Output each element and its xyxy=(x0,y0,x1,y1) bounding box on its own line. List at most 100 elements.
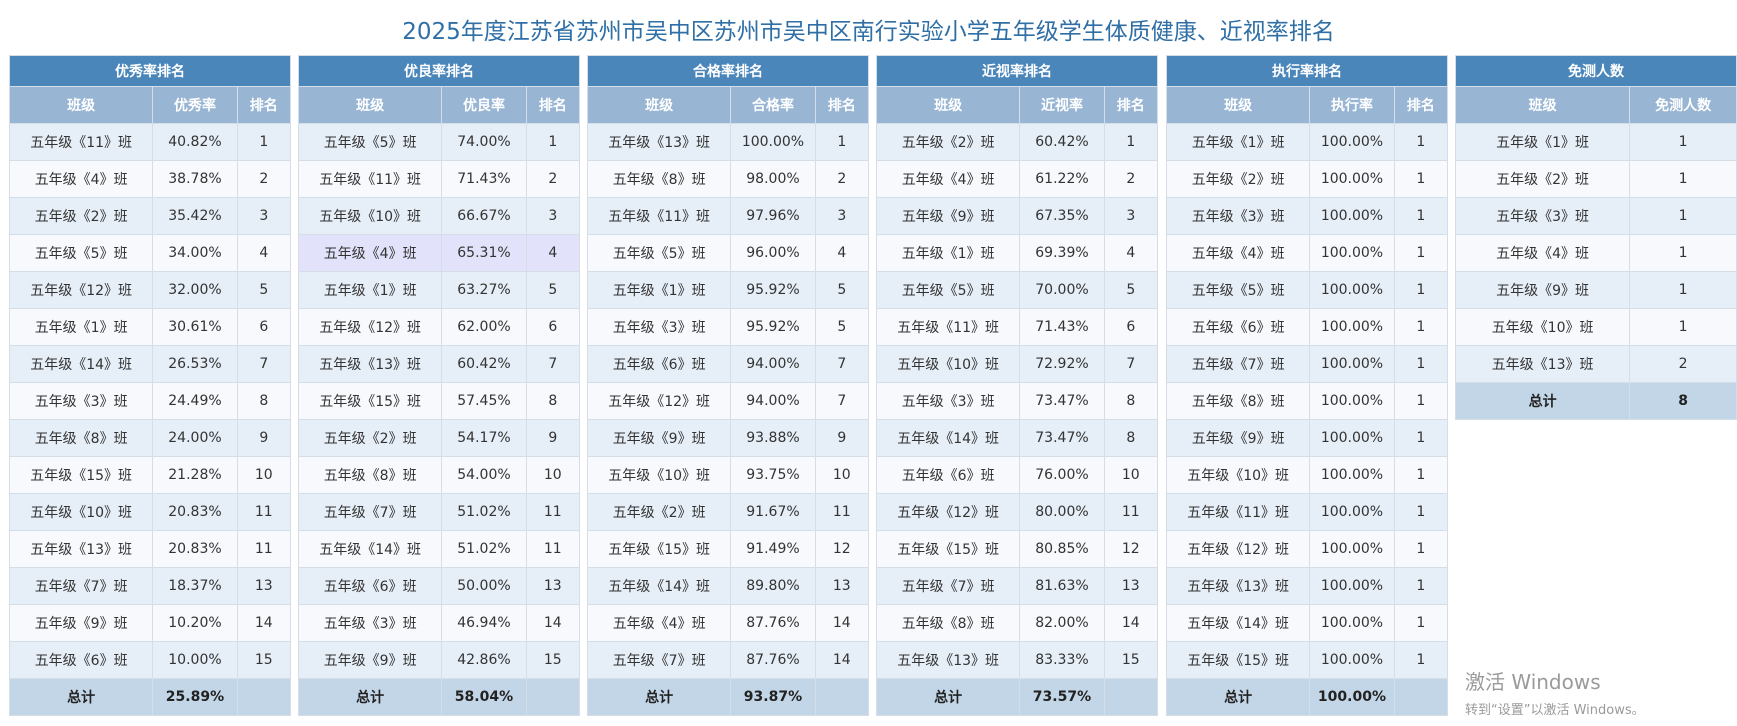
data-row: 五年级《2》班 60.42% 1 xyxy=(875,123,1159,161)
data-row: 五年级《3》班 100.00% 1 xyxy=(1165,197,1449,235)
data-row: 五年级《9》班 67.35% 3 xyxy=(875,197,1159,235)
cell: 五年级《15》班 xyxy=(1165,641,1311,679)
data-row: 五年级《15》班 57.45% 8 xyxy=(297,382,581,420)
cell: 五年级《4》班 xyxy=(1454,234,1631,272)
ranking-table: 合格率排名 班级 合格率 排名 五年级《13》班 100.00% 1 五年级《8》班 98.00… xyxy=(586,55,870,716)
cell: 1 xyxy=(1393,382,1449,420)
total-row: 总计 100.00% xyxy=(1165,678,1449,716)
cell: 32.00% xyxy=(152,271,238,309)
cell: 1 xyxy=(236,123,292,161)
cell: 1 xyxy=(814,123,870,161)
data-row: 五年级《8》班 82.00% 14 xyxy=(875,604,1159,642)
title-row: 执行率排名 xyxy=(1166,55,1448,87)
cell: 1 xyxy=(1103,123,1159,161)
data-row: 五年级《3》班 73.47% 8 xyxy=(875,382,1159,420)
cell: 11 xyxy=(1103,493,1159,531)
data-row: 五年级《13》班 100.00% 1 xyxy=(1165,567,1449,605)
cell: 54.00% xyxy=(441,456,527,494)
cell: 2 xyxy=(814,160,870,198)
data-row: 五年级《8》班 98.00% 2 xyxy=(586,160,870,198)
data-row: 五年级《11》班 97.96% 3 xyxy=(586,197,870,235)
cell: 15 xyxy=(525,641,581,679)
cell: 五年级《3》班 xyxy=(586,308,732,346)
data-row: 五年级《3》班 95.92% 5 xyxy=(586,308,870,346)
data-row: 五年级《1》班 63.27% 5 xyxy=(297,271,581,309)
cell: 五年级《8》班 xyxy=(1165,382,1311,420)
cell: 五年级《15》班 xyxy=(8,456,154,494)
data-row: 五年级《13》班 60.42% 7 xyxy=(297,345,581,383)
column-header: 班级 xyxy=(586,86,732,124)
title-row: 近视率排名 xyxy=(876,55,1158,87)
cell: 3 xyxy=(1103,197,1159,235)
cell: 五年级《9》班 xyxy=(586,419,732,457)
cell: 51.02% xyxy=(441,493,527,531)
data-row: 五年级《2》班 91.67% 11 xyxy=(586,493,870,531)
total-row: 总计 93.87% xyxy=(586,678,870,716)
cell: 8 xyxy=(1103,382,1159,420)
cell: 1 xyxy=(1629,160,1737,198)
total-row: 总计 25.89% xyxy=(8,678,292,716)
cell: 五年级《3》班 xyxy=(8,382,154,420)
cell: 五年级《2》班 xyxy=(297,419,443,457)
cell: 80.85% xyxy=(1019,530,1105,568)
data-row: 五年级《11》班 100.00% 1 xyxy=(1165,493,1449,531)
cell: 38.78% xyxy=(152,160,238,198)
cell: 10 xyxy=(236,456,292,494)
data-row: 五年级《13》班 2 xyxy=(1454,345,1737,383)
total-cell: 73.57% xyxy=(1019,678,1105,716)
cell: 9 xyxy=(814,419,870,457)
cell: 46.94% xyxy=(441,604,527,642)
column-header: 班级 xyxy=(8,86,154,124)
cell: 14 xyxy=(814,641,870,679)
cell: 五年级《1》班 xyxy=(1454,123,1631,161)
cell: 1 xyxy=(1393,271,1449,309)
cell: 13 xyxy=(525,567,581,605)
cell: 五年级《9》班 xyxy=(1165,419,1311,457)
cell: 4 xyxy=(236,234,292,272)
cell: 100.00% xyxy=(1309,604,1395,642)
cell: 五年级《2》班 xyxy=(1454,160,1631,198)
cell: 五年级《4》班 xyxy=(586,604,732,642)
table-title: 执行率排名 xyxy=(1166,55,1448,87)
cell: 60.42% xyxy=(1019,123,1105,161)
data-row: 五年级《12》班 32.00% 5 xyxy=(8,271,292,309)
cell: 93.88% xyxy=(730,419,816,457)
cell: 14 xyxy=(525,604,581,642)
cell: 1 xyxy=(1393,567,1449,605)
column-header: 优良率 xyxy=(441,86,527,124)
cell: 1 xyxy=(1393,123,1449,161)
cell: 3 xyxy=(525,197,581,235)
data-row: 五年级《8》班 100.00% 1 xyxy=(1165,382,1449,420)
data-row: 五年级《1》班 30.61% 6 xyxy=(8,308,292,346)
total-cell: 58.04% xyxy=(441,678,527,716)
cell: 五年级《11》班 xyxy=(875,308,1021,346)
data-row: 五年级《1》班 100.00% 1 xyxy=(1165,123,1449,161)
cell: 五年级《2》班 xyxy=(8,197,154,235)
cell: 五年级《6》班 xyxy=(8,641,154,679)
data-row: 五年级《9》班 42.86% 15 xyxy=(297,641,581,679)
cell: 五年级《2》班 xyxy=(1165,160,1311,198)
cell: 24.49% xyxy=(152,382,238,420)
cell: 30.61% xyxy=(152,308,238,346)
cell: 1 xyxy=(1393,234,1449,272)
data-row: 五年级《2》班 1 xyxy=(1454,160,1737,198)
cell: 14 xyxy=(814,604,870,642)
cell: 五年级《11》班 xyxy=(297,160,443,198)
data-row: 五年级《6》班 100.00% 1 xyxy=(1165,308,1449,346)
header-row: 班级 执行率 排名 xyxy=(1165,86,1449,124)
cell: 100.00% xyxy=(730,123,816,161)
cell: 五年级《3》班 xyxy=(1454,197,1631,235)
cell: 五年级《4》班 xyxy=(875,160,1021,198)
cell: 71.43% xyxy=(1019,308,1105,346)
cell: 7 xyxy=(1103,345,1159,383)
cell: 21.28% xyxy=(152,456,238,494)
empty-cell xyxy=(1393,678,1449,716)
cell: 1 xyxy=(1393,604,1449,642)
header-row: 班级 免测人数 xyxy=(1454,86,1737,124)
total-cell: 总计 xyxy=(875,678,1021,716)
data-row: 五年级《6》班 94.00% 7 xyxy=(586,345,870,383)
cell: 100.00% xyxy=(1309,345,1395,383)
data-row: 五年级《6》班 76.00% 10 xyxy=(875,456,1159,494)
cell: 五年级《3》班 xyxy=(297,604,443,642)
